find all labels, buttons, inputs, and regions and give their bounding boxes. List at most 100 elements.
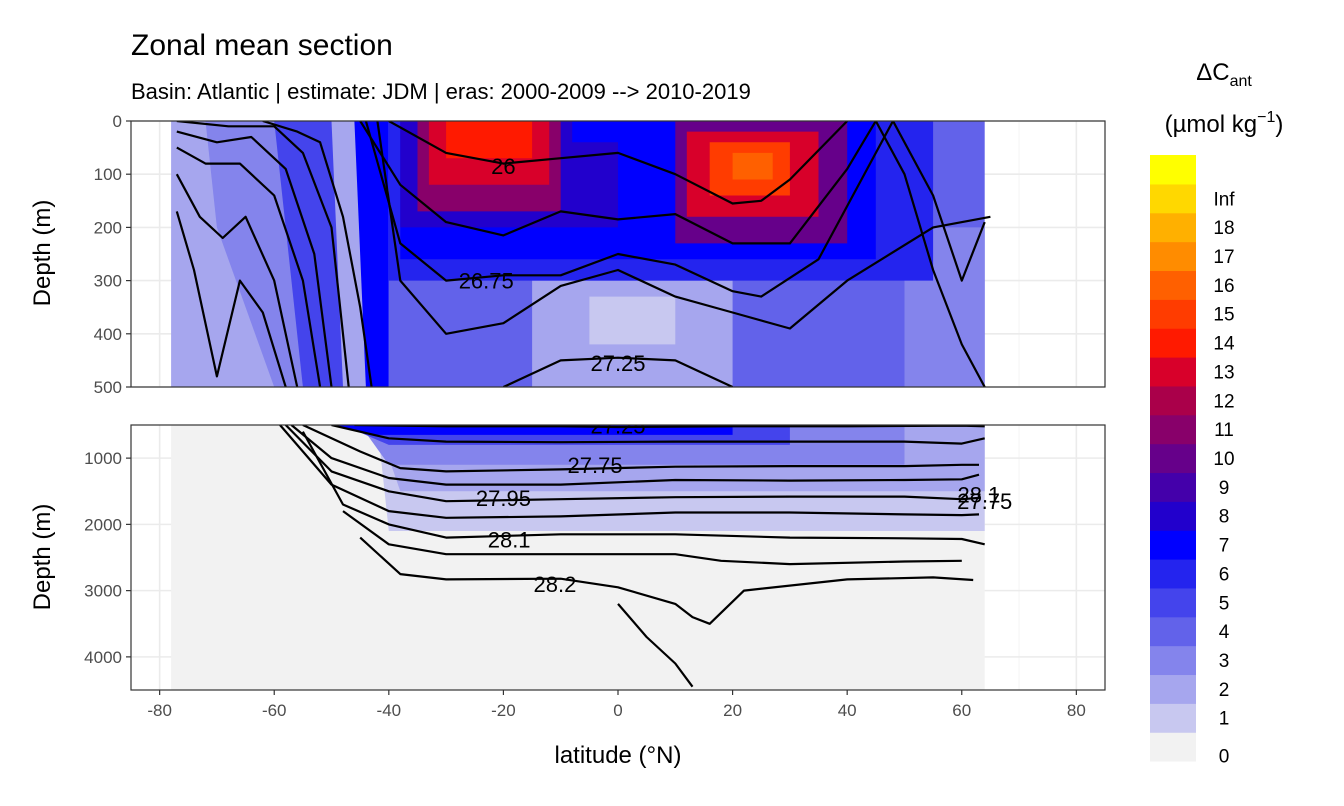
chart-subtitle: Basin: Atlantic | estimate: JDM | eras: … [131, 79, 751, 104]
legend-title: ΔCant [1196, 59, 1252, 90]
contour-label: 28.1 [958, 483, 1001, 508]
contour-fill-region [446, 121, 533, 159]
legend-color-swatch [1150, 530, 1196, 560]
legend-color-swatch [1150, 616, 1196, 647]
y-axis-title-upper: Depth (m) [29, 200, 56, 307]
isopycnal-line [364, 121, 894, 298]
isopycnal-line [359, 536, 974, 625]
legend-level-label: 2 [1219, 680, 1230, 701]
isopycnal-line [176, 146, 322, 387]
contour-label: 27.25 [590, 413, 645, 438]
isopycnal-line [874, 121, 986, 387]
legend-color-swatch [1150, 443, 1196, 474]
isopycnal-line [279, 425, 980, 519]
legend-color-swatch [1150, 732, 1196, 762]
y-tick-label: 4000 [84, 648, 122, 667]
legend-color-swatch [1150, 559, 1196, 589]
x-tick-label: 0 [613, 701, 622, 720]
isopycnal-line [376, 121, 991, 335]
legend-title-subscript: ant [1230, 73, 1253, 90]
y-tick-label: 100 [94, 165, 122, 184]
isopycnal-line [175, 211, 287, 387]
legend-level-label: Inf [1213, 189, 1235, 210]
isopycnal-lines [175, 121, 991, 387]
y-tick-label: 400 [94, 325, 122, 344]
x-tick-label: 20 [723, 701, 742, 720]
legend-level-label: 13 [1213, 362, 1234, 383]
legend-level-label: 5 [1219, 593, 1230, 614]
legend: ΔCant (µmol kg−1) 0123456789101112131415… [1150, 59, 1283, 768]
legend-level-label: 3 [1219, 651, 1230, 672]
legend-level-label: 9 [1219, 478, 1230, 499]
legend-color-swatch [1150, 241, 1196, 272]
legend-color-swatch [1150, 357, 1196, 387]
legend-color-swatch [1150, 501, 1196, 531]
contour-labels: 26 26.75 27.25 [459, 154, 646, 376]
contour-label: 27.75 [957, 489, 1012, 514]
legend-level-label: 8 [1219, 507, 1230, 528]
isopycnal-line [290, 425, 980, 486]
isopycnal-line [302, 425, 979, 473]
legend-unit: (µmol kg−1) [1165, 109, 1284, 138]
legend-color-swatch [1150, 472, 1196, 502]
contour-label: 27.75 [568, 453, 623, 478]
contour-label: 28.2 [534, 572, 577, 597]
x-tick-label: 80 [1067, 701, 1086, 720]
legend-color-swatch [1150, 183, 1196, 214]
legend-color-swatch [1150, 645, 1196, 676]
legend-title-main: ΔC [1196, 59, 1229, 86]
legend-color-swatch [1150, 414, 1196, 445]
legend-color-swatch [1150, 385, 1196, 416]
contour-label: 26.75 [459, 269, 514, 294]
isopycnal-line [301, 431, 985, 546]
y-tick-label: 0 [113, 112, 122, 131]
x-tick-label: 40 [838, 701, 857, 720]
y-tick-label: 300 [94, 272, 122, 291]
isopycnal-line [262, 121, 373, 387]
y-tick-label: 3000 [84, 582, 122, 601]
isopycnal-line [617, 603, 694, 688]
legend-level-label: 4 [1219, 622, 1230, 643]
isopycnal-line [342, 510, 962, 566]
isopycnal-line [176, 130, 333, 387]
x-tick-label: -20 [491, 701, 516, 720]
contour-fill-region [205, 121, 303, 387]
legend-color-swatch [1150, 674, 1196, 704]
legend-level-label: 10 [1213, 449, 1234, 470]
legend-unit-superscript: −1 [1257, 109, 1275, 126]
legend-color-swatch [1150, 270, 1196, 300]
isopycnal-line [388, 121, 848, 205]
isopycnal-line [359, 121, 877, 245]
legend-level-label: 14 [1213, 334, 1235, 355]
upper-panel: 26 26.75 27.25 0 100 200 300 400 500 [94, 112, 1106, 397]
legend-level-label: 15 [1213, 305, 1234, 326]
isopycnal-line [175, 173, 299, 387]
x-tick-label: -80 [147, 701, 172, 720]
x-tick-label: -60 [262, 701, 287, 720]
x-axis-title: latitude (°N) [555, 742, 682, 769]
legend-level-label: 18 [1213, 218, 1234, 239]
isopycnal-line [502, 356, 734, 387]
legend-level-label: 7 [1219, 536, 1230, 557]
y-tick-label: 200 [94, 218, 122, 237]
isopycnal-lines [279, 425, 985, 688]
legend-level-label: 6 [1219, 564, 1230, 585]
contour-fill-region [354, 121, 389, 387]
contour-fill-region [572, 121, 664, 143]
contour-label: 27.95 [476, 486, 531, 511]
chart-title: Zonal mean section [131, 29, 393, 62]
contour-fill-region [732, 152, 773, 180]
x-tick-label: 60 [952, 701, 971, 720]
contour-fill-region [589, 296, 676, 345]
legend-color-swatch [1150, 587, 1196, 618]
isopycnal-line [176, 121, 350, 387]
isopycnal-line [892, 121, 986, 282]
x-tick-label: -40 [377, 701, 402, 720]
panel-border [130, 120, 1106, 388]
lower-panel: 27.2527.7527.9528.128.228.127.7510002000… [84, 413, 1106, 720]
isopycnal-line [354, 425, 985, 429]
y-axis-title-lower: Depth (m) [29, 504, 56, 611]
